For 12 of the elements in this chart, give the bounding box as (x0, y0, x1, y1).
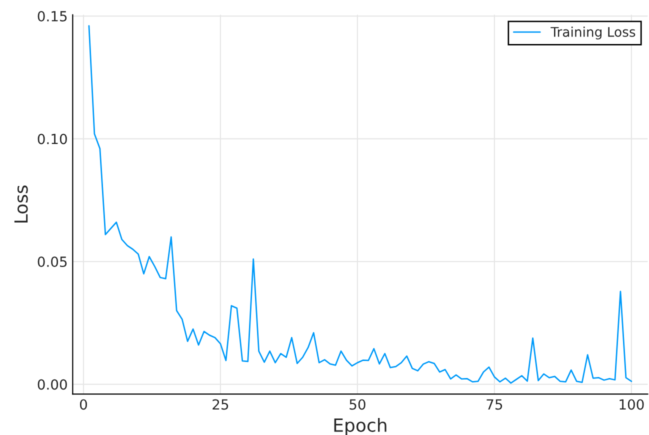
x-axis-title: Epoch (334, 418, 386, 435)
y-tick-label: 0.10 (38, 134, 67, 144)
y-axis-title: Loss (14, 186, 28, 222)
x-tick-label: 0 (80, 399, 87, 410)
legend-label: Training Loss (550, 26, 636, 40)
y-tick-label: 0.05 (38, 256, 67, 268)
x-tick-label: 75 (486, 399, 502, 410)
x-tick-label: 100 (620, 399, 644, 410)
x-tick-label: 50 (350, 399, 366, 410)
y-tick-label: 0.00 (38, 379, 67, 390)
y-tick-label: 0.15 (38, 10, 67, 22)
x-tick-label: 25 (212, 399, 228, 410)
